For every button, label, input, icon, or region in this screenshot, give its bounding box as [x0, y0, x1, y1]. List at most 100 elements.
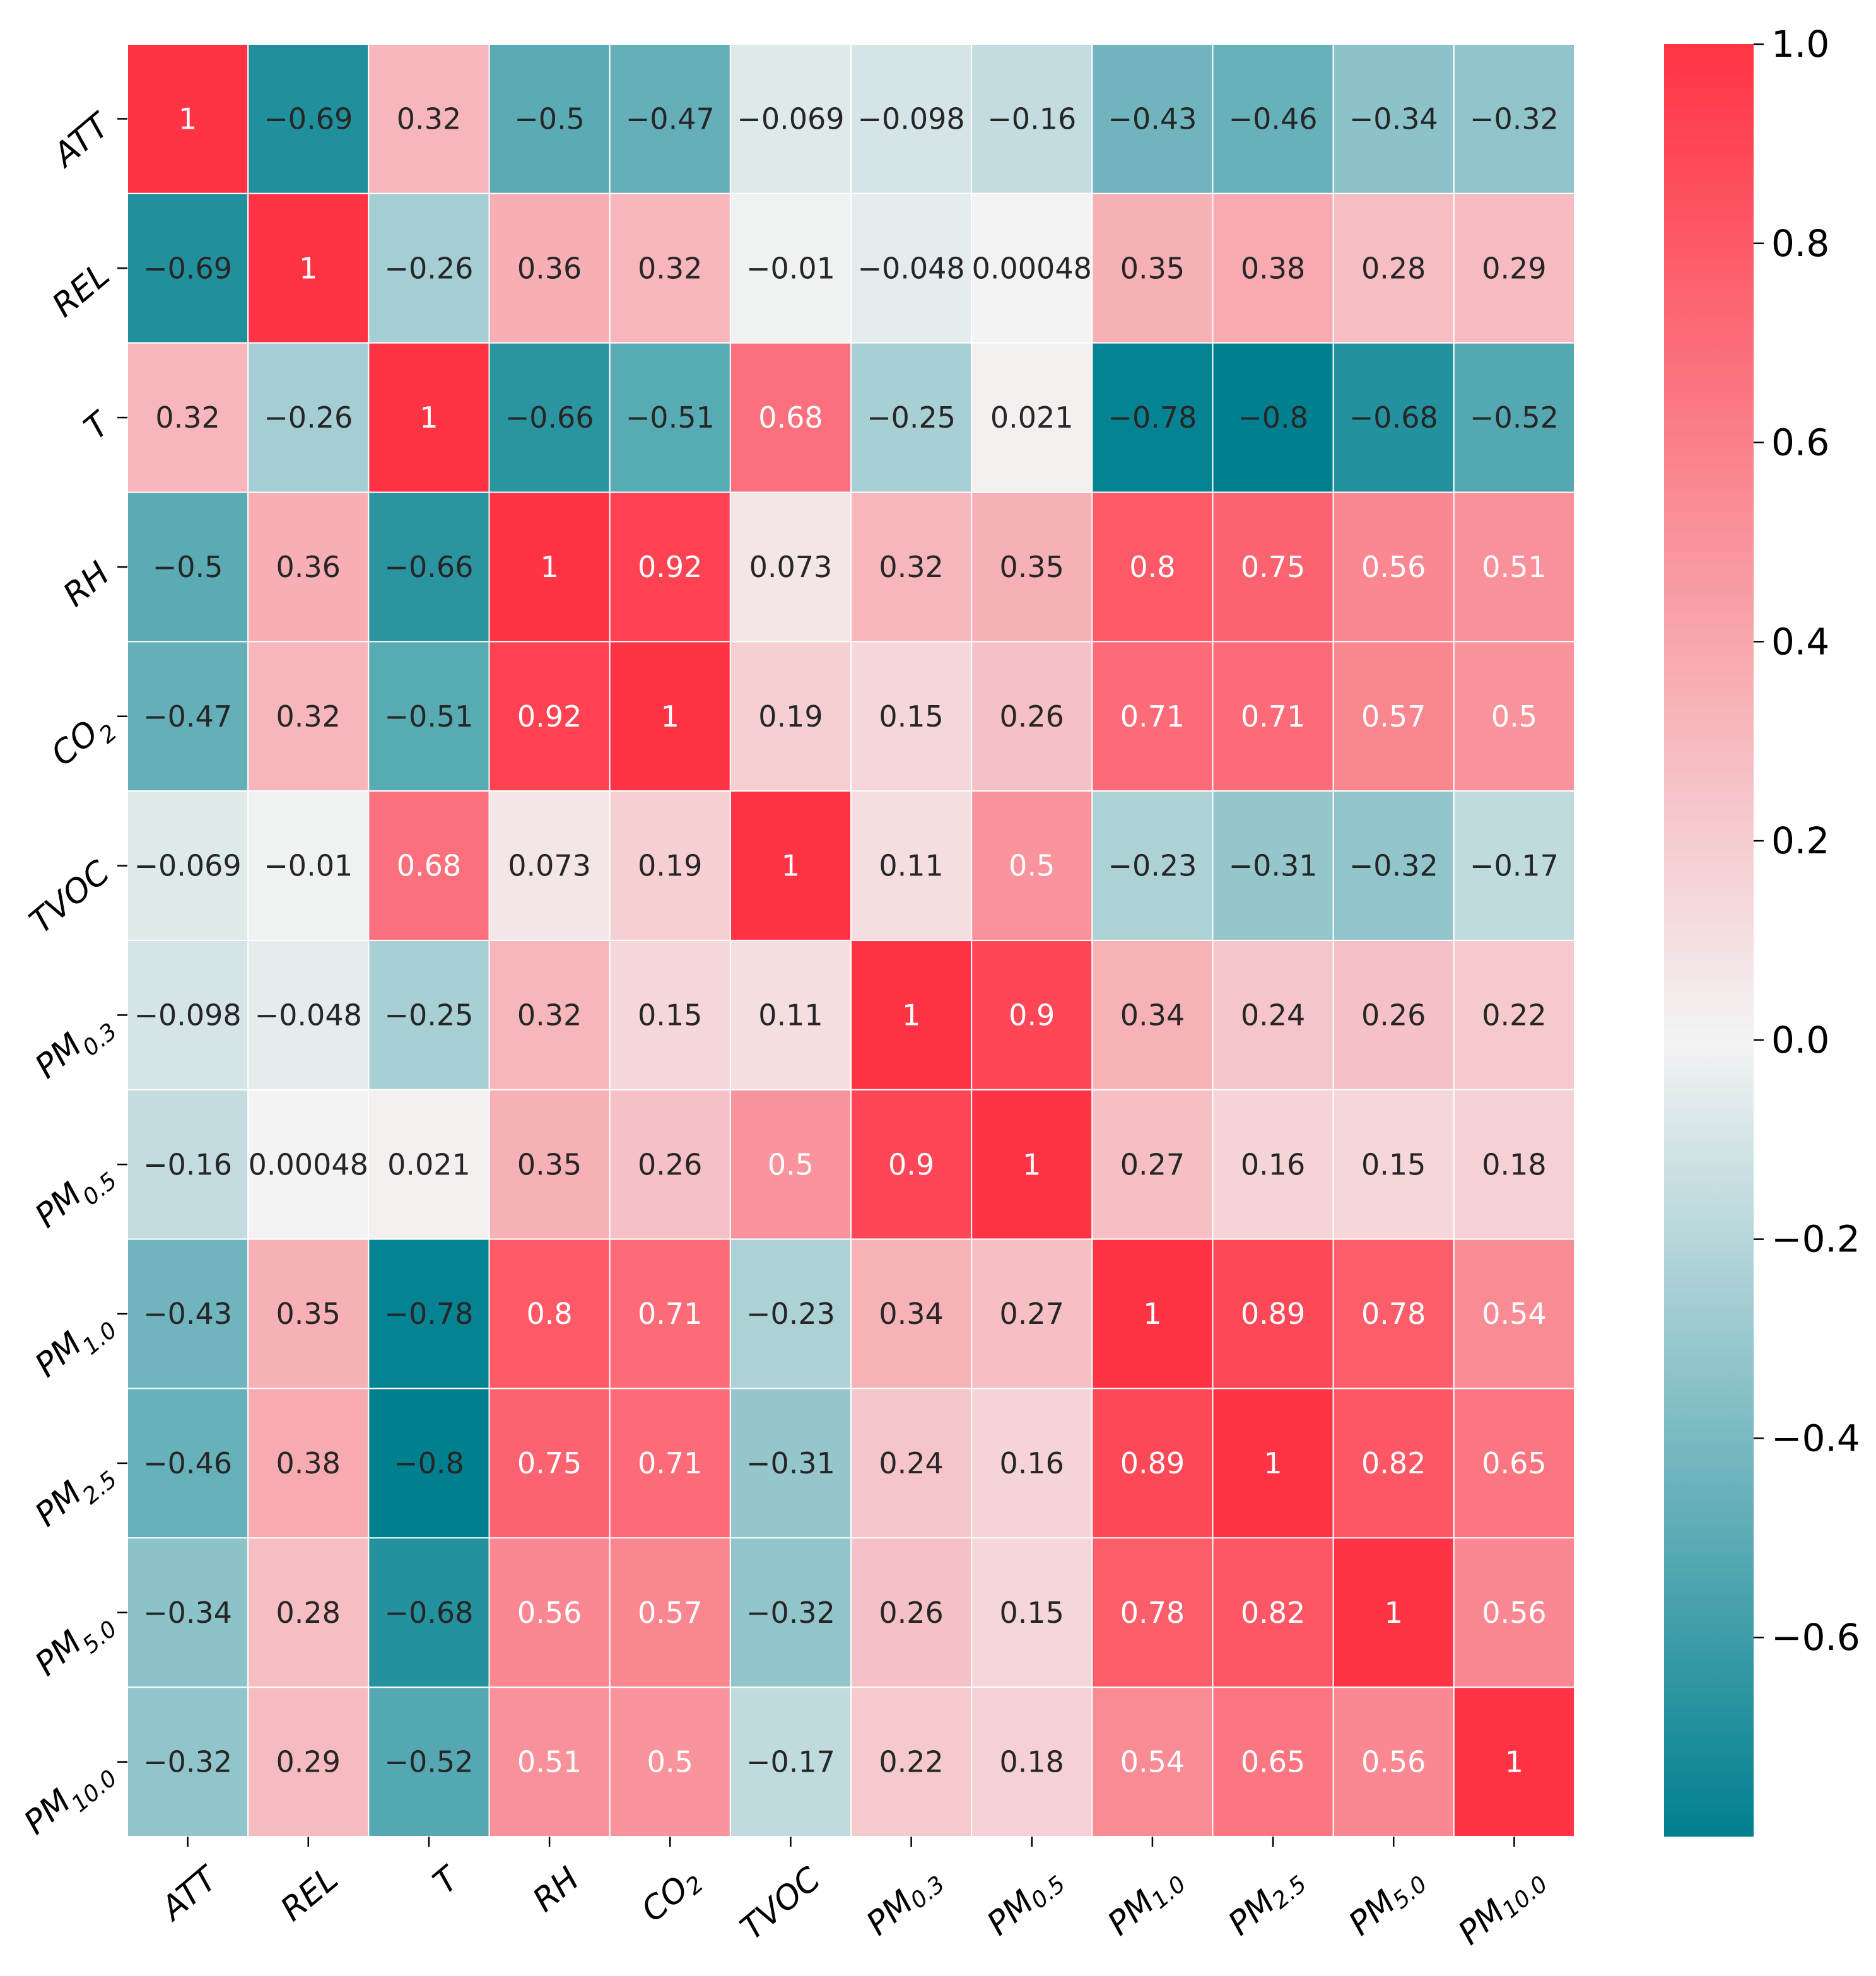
- cell-value-label: −0.32: [1470, 102, 1559, 136]
- cell-value-label: −0.68: [384, 1596, 473, 1630]
- heatmap-cell: [247, 44, 370, 194]
- cell-value-label: 0.35: [276, 1297, 341, 1331]
- cell-value-label: −0.66: [384, 550, 473, 584]
- heatmap-cell: [971, 1238, 1093, 1389]
- heatmap-cell: [368, 1089, 490, 1240]
- heatmap-cell: [1091, 1687, 1214, 1837]
- heatmap-cell: [368, 491, 490, 643]
- heatmap-cell: [1212, 1238, 1334, 1389]
- heatmap-cell: [368, 342, 490, 493]
- cell-value-label: 0.82: [1241, 1596, 1305, 1630]
- cell-value-label: 0.5: [768, 1147, 814, 1181]
- heatmap-cell: [247, 1238, 370, 1389]
- heatmap-cell: [247, 192, 370, 344]
- cell-value-label: 0.35: [517, 1147, 582, 1181]
- cell-value-label: 0.65: [1482, 1446, 1546, 1480]
- x-tick-label-co2: CO2: [634, 1860, 708, 1932]
- cell-value-label: −0.32: [143, 1745, 232, 1779]
- cell-value-label: 0.073: [749, 550, 833, 584]
- cell-value-label: −0.048: [857, 251, 964, 285]
- x-tick-label-att: ATT: [153, 1858, 226, 1929]
- heatmap-cell: [1091, 491, 1214, 643]
- heatmap-cell: [609, 192, 731, 344]
- heatmap-cell: [1091, 1238, 1214, 1389]
- cell-value-label: 0.32: [638, 251, 702, 285]
- cell-value-label: 0.89: [1120, 1446, 1185, 1480]
- heatmap-cell: [127, 44, 249, 194]
- heatmap-cell: [1212, 44, 1334, 194]
- cell-value-label: 0.32: [397, 102, 461, 136]
- cell-value-label: 1: [661, 699, 679, 734]
- colorbar-tick-label: −0.2: [1771, 1218, 1860, 1261]
- cell-value-label: 0.71: [1241, 699, 1305, 734]
- cell-value-label: 1: [419, 400, 438, 435]
- heatmap-cell: [850, 1687, 973, 1837]
- cell-value-label: −0.17: [746, 1745, 835, 1779]
- x-axis-tick-labels: ATT REL T RH CO2 TVOC PM0.3 PM0.5 PM1.0 PM2.5 PM5.…: [153, 1837, 1553, 1952]
- heatmap-cell: [1332, 1238, 1455, 1389]
- cell-value-label: 1: [902, 998, 920, 1032]
- cell-value-label: 0.32: [155, 400, 220, 435]
- cell-value-label: 0.29: [1482, 251, 1546, 285]
- cell-value-label: 0.71: [638, 1297, 702, 1331]
- heatmap-cell: [368, 44, 490, 194]
- heatmap-cell: [1332, 940, 1455, 1090]
- cell-value-label: 0.75: [517, 1446, 582, 1480]
- cell-value-label: 0.27: [1000, 1297, 1064, 1331]
- cell-value-label: 0.56: [1361, 1745, 1426, 1779]
- cell-value-label: −0.69: [143, 251, 232, 285]
- cell-value-label: 0.19: [638, 849, 702, 883]
- heatmap-cell: [609, 1089, 731, 1240]
- heatmap-cell: [1453, 1238, 1576, 1389]
- cell-value-label: −0.46: [1229, 102, 1318, 136]
- heatmap-cell: [1453, 342, 1576, 493]
- cell-value-label: −0.5: [514, 102, 585, 136]
- cell-value-label: 0.021: [990, 400, 1074, 435]
- cell-value-label: 0.22: [1482, 998, 1546, 1032]
- cell-value-label: 0.19: [758, 699, 823, 734]
- cell-value-label: 0.22: [879, 1745, 943, 1779]
- colorbar-tick-label: 0.6: [1771, 421, 1829, 464]
- cell-value-label: 0.5: [1491, 699, 1537, 734]
- cell-value-label: 0.34: [879, 1297, 943, 1331]
- heatmap-cell: [247, 790, 370, 942]
- colorbar-tick-label: 0.0: [1771, 1019, 1829, 1061]
- heatmap-cell: [850, 1388, 973, 1539]
- heatmap-cell: [1212, 1388, 1334, 1539]
- cell-value-label: 1: [1263, 1446, 1282, 1480]
- heatmap-cell: [247, 1388, 370, 1539]
- heatmap-cell: [1091, 1537, 1214, 1688]
- heatmap-cell: [609, 940, 731, 1090]
- heatmap-cell: [1212, 192, 1334, 344]
- cell-value-label: −0.25: [867, 400, 956, 435]
- heatmap-cell: [971, 192, 1093, 344]
- heatmap-cell: [729, 940, 852, 1090]
- colorbar-gradient: [1664, 44, 1754, 1837]
- heatmap-cell: [729, 192, 852, 344]
- heatmap-cell: [1332, 1687, 1455, 1837]
- cell-value-label: 0.51: [517, 1745, 582, 1779]
- heatmap-cell: [1332, 1388, 1455, 1539]
- cell-value-label: 0.71: [1120, 699, 1185, 734]
- heatmap-cell: [1332, 491, 1455, 643]
- heatmap-cell: [850, 940, 973, 1090]
- cell-value-label: 0.89: [1241, 1297, 1305, 1331]
- cell-value-label: −0.17: [1470, 849, 1559, 883]
- cell-value-label: 0.75: [1241, 550, 1305, 584]
- heatmap-cell: [247, 1537, 370, 1688]
- heatmap-cell: [127, 342, 249, 493]
- heatmap-cell: [971, 1537, 1093, 1688]
- cell-value-label: 0.5: [1009, 849, 1055, 883]
- cell-value-label: −0.47: [626, 102, 715, 136]
- heatmap-cell: [1332, 1537, 1455, 1688]
- heatmap-cell: [1332, 1089, 1455, 1240]
- heatmap-cell: [971, 790, 1093, 942]
- cell-value-label: −0.069: [134, 849, 241, 883]
- cell-value-label: −0.78: [1108, 400, 1197, 435]
- y-tick-label-tvoc: TVOC: [23, 853, 117, 941]
- cell-value-label: −0.098: [134, 998, 241, 1032]
- heatmap-cell: [247, 1687, 370, 1837]
- x-tick-label-pm50: PM5.0: [1342, 1860, 1433, 1945]
- cell-value-label: 1: [782, 849, 800, 883]
- cell-value-label: −0.68: [1349, 400, 1438, 435]
